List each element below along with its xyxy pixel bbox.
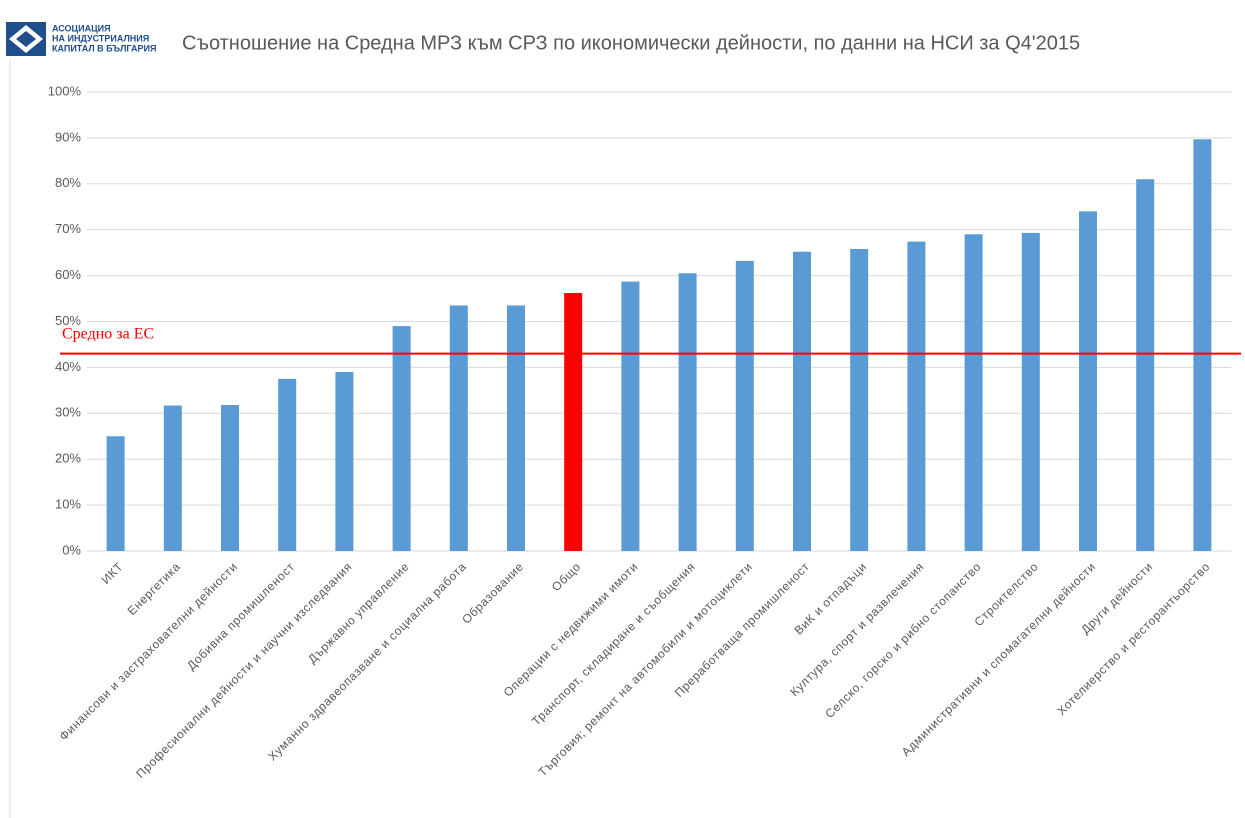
bar [907,241,926,551]
bar [1136,179,1155,551]
y-tick-label: 90% [55,129,81,144]
bar [678,273,697,551]
bar [392,326,411,551]
y-tick-label: 60% [55,267,81,282]
bar [106,436,125,551]
bar [449,305,468,551]
x-tick-label: Енергетика [125,559,184,618]
x-tick-label: Професионални дейности и научни изследва… [133,559,354,780]
x-tick-label: Общо [549,559,584,594]
y-tick-label: 30% [55,405,81,420]
y-tick-label: 70% [55,221,81,236]
y-tick-label: 100% [48,83,82,98]
x-tick-label: ИКТ [99,559,126,586]
y-tick-label: 10% [55,497,81,512]
bar [163,405,182,551]
logo-text: АСОЦИАЦИЯ [52,23,111,33]
bar [735,260,754,551]
reference-label: Средно за ЕС [62,325,154,342]
logo-text: НА ИНДУСТРИАЛНИЯ [52,33,149,43]
chart-title: Съотношение на Средна МРЗ към СРЗ по ико… [182,32,1080,54]
bar [850,248,869,551]
bar [1079,211,1097,551]
bar [793,251,811,551]
bar [1193,139,1212,552]
bar [221,405,239,551]
y-tick-label: 40% [55,359,81,374]
bar [278,378,297,551]
bar [621,281,640,551]
bar [335,371,354,551]
x-tick-label: Хуманно здравеопазване и социална работа [265,559,469,763]
x-tick-label: Добивна промишленост [184,559,297,672]
x-tick-label: Административни и спомагателни дейности [899,559,1099,759]
x-tick-label: Образование [459,559,526,626]
logo-diamond-inner [16,31,36,47]
bar [964,234,983,552]
x-tick-label: Държавно управление [305,559,412,666]
x-tick-label: Търговия; ремонт на автомобили и мотоцик… [535,559,755,779]
y-tick-label: 20% [55,451,81,466]
logo-text: КАПИТАЛ В БЪЛГАРИЯ [52,43,156,53]
logo: АСОЦИАЦИЯ НА ИНДУСТРИАЛНИЯ КАПИТАЛ В БЪЛ… [6,22,156,56]
bar [507,305,525,551]
y-tick-label: 0% [62,542,81,557]
bar [1021,232,1040,551]
y-tick-label: 80% [55,175,81,190]
y-tick-label: 50% [55,313,81,328]
bar [564,293,583,551]
